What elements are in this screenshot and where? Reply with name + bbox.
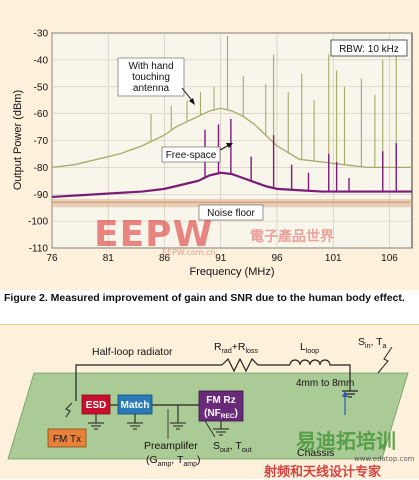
fm-tx-label: FM Tx <box>53 434 81 445</box>
figure-caption: Figure 2. Measured improvement of gain a… <box>4 292 405 304</box>
eepw-watermark: EEPW <box>94 214 214 255</box>
nf-rec-label: (NFREC) <box>204 408 238 420</box>
signal-in-label: Sin, Ta <box>358 336 387 350</box>
preamp-params-label: (Gamp, Tamp) <box>146 454 200 468</box>
free-space-label: Free-space <box>166 150 217 161</box>
rbw-box <box>330 39 408 57</box>
x-tick-labels: 76 81 86 91 96 101 106 <box>46 253 398 264</box>
free-space-arrow-head <box>226 143 233 148</box>
hand-annotation-line-2: touching <box>132 72 170 83</box>
noise-floor-band <box>52 199 412 208</box>
y-tick-label: -110 <box>29 244 49 255</box>
fm-rz-label: FM Rz <box>206 395 235 406</box>
chassis-label: Chassis <box>297 447 334 459</box>
y-axis-label: Output Power (dBm) <box>12 90 24 190</box>
eepw-url-watermark: EEPW.com.cn <box>162 248 216 257</box>
y-tick-label: -90 <box>34 190 49 201</box>
y-tick-labels: -30 -40 -50 -60 -70 -80 -90 -100 -110 <box>28 29 48 255</box>
fm-rz-box <box>198 390 244 422</box>
y-tick-label: -100 <box>28 217 48 228</box>
fm-tx-box <box>47 428 87 448</box>
noise-floor-label: Noise floor <box>207 208 255 219</box>
rf-url-watermark: www.edatop.com <box>354 455 415 463</box>
hand-annotation-line-1: With hand <box>128 61 173 72</box>
rf-subtitle-watermark: 射频和天线设计专家 <box>264 465 382 480</box>
esd-label: ESD <box>86 400 107 411</box>
signal-out-label: Sout, Tout <box>213 440 252 454</box>
signal-in-arrow <box>377 346 393 374</box>
x-axis-label: Frequency (MHz) <box>190 266 275 278</box>
y-tick-label: -40 <box>34 55 49 66</box>
chart-panel: -30 -40 -50 -60 -70 -80 -90 -100 -110 76 81 86 91 96… <box>0 0 419 290</box>
free-space-box <box>161 146 221 163</box>
y-tick-label: -50 <box>34 82 49 93</box>
hand-arrow-head <box>189 98 195 105</box>
vertical-arrow-head <box>342 391 348 397</box>
fm-tx-wire <box>65 402 73 418</box>
x-tick-label: 76 <box>46 253 58 264</box>
y-tick-label: -70 <box>34 136 49 147</box>
x-tick-label: 96 <box>271 253 283 264</box>
hand-annotation-box <box>117 57 185 97</box>
spectrum-chart: -30 -40 -50 -60 -70 -80 -90 -100 -110 76 81 86 91 96… <box>12 29 413 278</box>
noise-floor-band <box>52 199 412 208</box>
half-loop-wire <box>75 364 222 401</box>
circuit-diagram-panel: Half-loop radiator Rrad+Rloss Lloop 4mm … <box>0 324 419 480</box>
noise-floor-box <box>198 204 264 221</box>
eepw-cn-watermark: 電子產品世界 <box>250 229 334 245</box>
ground-right <box>342 390 358 398</box>
resistance-label: Rrad+Rloss <box>214 341 258 355</box>
x-tick-label: 86 <box>159 253 171 264</box>
half-loop-label: Half-loop radiator <box>92 346 173 358</box>
y-tick-label: -30 <box>34 29 49 40</box>
ground-preamp <box>170 405 186 430</box>
y-tick-label: -60 <box>34 109 49 120</box>
signal-out-pointer <box>204 420 216 438</box>
x-tick-label: 106 <box>381 253 398 264</box>
free-space-series-line <box>51 171 412 199</box>
length-label: 4mm to 8mm <box>296 378 354 389</box>
inductance-label: Lloop <box>300 341 319 355</box>
ground-esd <box>88 414 104 430</box>
grid <box>51 32 412 249</box>
ground-match <box>127 414 143 430</box>
x-tick-label: 101 <box>325 253 342 264</box>
series-layer <box>51 35 412 199</box>
rf-training-watermark: 易迪拓培训 <box>296 429 396 453</box>
hand-annotation-line-3: antenna <box>133 83 170 94</box>
resistor-symbol <box>221 357 290 373</box>
match-label: Match <box>121 400 150 411</box>
ground-fmrz <box>213 421 229 436</box>
y-tick-label: -80 <box>34 163 49 174</box>
x-tick-label: 91 <box>215 253 227 264</box>
circuit-diagram: Half-loop radiator Rrad+Rloss Lloop 4mm … <box>7 336 409 468</box>
preamp-label: Preamplifer <box>144 440 198 452</box>
rbw-label: RBW: 10 kHz <box>339 44 399 55</box>
hand-series-line <box>51 107 412 169</box>
inductor-symbol <box>289 359 351 391</box>
x-tick-label: 81 <box>103 253 115 264</box>
